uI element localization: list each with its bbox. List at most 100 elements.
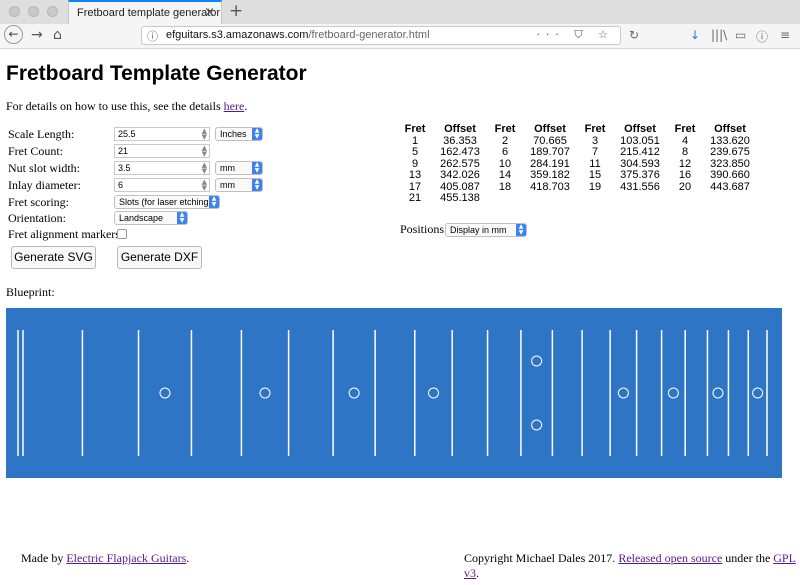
inlay-marker	[667, 387, 679, 399]
page-actions[interactable]: ··· ⛉ ☆	[536, 28, 614, 41]
fret-header: Fret	[494, 123, 516, 135]
close-icon[interactable]: ×	[204, 5, 215, 20]
home-button[interactable]: ⌂	[53, 27, 62, 43]
fret-header: Fret	[584, 123, 606, 135]
menu-icon[interactable]: ≡	[780, 28, 791, 42]
offset-cell: 239.675	[710, 146, 750, 158]
offset-cell: 443.687	[710, 180, 750, 193]
close-window-button[interactable]	[9, 6, 20, 17]
stepper-icon[interactable]: ▲ ▼	[201, 161, 207, 175]
back-button[interactable]: ←	[4, 25, 23, 44]
offset-cell: 323.850	[710, 157, 750, 170]
reload-icon[interactable]: ↻	[629, 28, 640, 42]
table-row: 17 405.087 18 418.703 19 431.556 20 443.687	[400, 180, 760, 194]
generate-svg-button[interactable]: Generate SVG	[11, 246, 96, 269]
offset-cell: 70.665	[533, 134, 567, 147]
window-controls	[9, 6, 58, 17]
fret-alignment-markers-checkbox[interactable]	[117, 229, 127, 239]
nut-unit-select[interactable]: mm ▲ ▼	[215, 161, 263, 175]
offset-cell: 304.593	[620, 157, 660, 170]
url-bar[interactable]: ⓘ efguitars.s3.amazonaws.com/fretboard-g…	[141, 26, 621, 45]
scale-length-input[interactable]: 25.5 ▲ ▼	[114, 127, 210, 141]
orientation-select[interactable]: Landscape ▲ ▼	[114, 211, 188, 225]
fret-cell	[490, 193, 520, 205]
table-row: 5 162.473 6 189.707 7 215.412 8 239.675	[400, 146, 760, 159]
chevron-down-icon: ▲ ▼	[177, 212, 187, 224]
zoom-window-button[interactable]	[47, 6, 58, 17]
inlay-unit-select[interactable]: mm ▲ ▼	[215, 178, 263, 192]
offset-cell: 36.353	[443, 134, 477, 147]
extension-icon[interactable]: ⓘ	[756, 30, 769, 44]
chevron-down-icon: ▲ ▼	[252, 162, 262, 174]
chevron-down-icon: ▲ ▼	[516, 224, 526, 236]
info-icon[interactable]: ⓘ	[147, 30, 158, 43]
offset-cell: 431.556	[620, 180, 660, 193]
download-icon[interactable]: ↓	[690, 28, 701, 42]
offset-cell: 418.703	[530, 180, 570, 193]
gpl-link[interactable]: GPL v3	[464, 551, 796, 580]
fret-count-input[interactable]: 21 ▲ ▼	[114, 144, 210, 158]
positions-select[interactable]: Display in mm ▲ ▼	[445, 223, 527, 237]
minimize-window-button[interactable]	[28, 6, 39, 17]
inlay-diameter-label: Inlay diameter:	[8, 178, 81, 192]
inlay-marker	[428, 387, 440, 399]
open-source-link[interactable]: Released open source	[618, 551, 723, 565]
fret-cell: 3	[591, 134, 599, 147]
table-row: 9 262.575 10 284.191 11 304.593 12 323.850	[400, 157, 760, 171]
table-row: 21 455.138	[400, 192, 760, 205]
fret-cell: 6	[501, 146, 509, 158]
page-title: Fretboard Template Generator	[6, 62, 307, 85]
footer-copyright: Copyright Michael Dales 2017. Released o…	[464, 551, 796, 580]
fret-scoring-label: Fret scoring:	[8, 195, 69, 209]
fret-cell: 12	[678, 157, 692, 170]
generate-dxf-button[interactable]: Generate DXF	[117, 246, 202, 269]
fret-header: Fret	[404, 123, 426, 135]
offset-cell: 405.087	[440, 180, 480, 193]
library-icon[interactable]: |||\	[711, 28, 728, 42]
sidebar-icon[interactable]: ▭	[735, 28, 747, 42]
fret-cell: 13	[408, 169, 422, 181]
fret-count-label: Fret Count:	[8, 144, 64, 158]
offset-cell	[520, 193, 580, 205]
tab-fretboard[interactable]: Fretboard template generator ×	[68, 0, 222, 25]
stepper-icon[interactable]: ▲ ▼	[201, 178, 207, 192]
positions-row: Positions:	[400, 222, 447, 237]
offset-cell: 390.660	[710, 169, 750, 181]
new-tab-button[interactable]: +	[229, 1, 244, 21]
inlay-marker	[348, 387, 360, 399]
fret-cell	[670, 193, 700, 205]
inlay-diameter-input[interactable]: 6 ▲ ▼	[114, 178, 210, 192]
offset-cell	[700, 193, 760, 205]
chevron-down-icon: ▲ ▼	[252, 179, 262, 191]
electric-flapjack-link[interactable]: Electric Flapjack Guitars	[66, 551, 187, 565]
intro-text: For details on how to use this, see the …	[6, 99, 248, 113]
offset-cell: 455.138	[440, 192, 480, 204]
fret-cell: 9	[411, 157, 419, 170]
offset-cell: 284.191	[530, 157, 570, 170]
fret-cell: 19	[588, 180, 602, 193]
inlay-marker	[752, 387, 764, 399]
offset-cell: 189.707	[530, 146, 570, 158]
offset-cell: 375.376	[620, 169, 660, 181]
offset-cell: 103.051	[620, 134, 660, 147]
nut-slot-width-input[interactable]: 3.5 ▲ ▼	[114, 161, 210, 175]
url-text[interactable]: efguitars.s3.amazonaws.com/fretboard-gen…	[166, 29, 430, 41]
forward-button[interactable]: →	[31, 27, 43, 43]
offset-cell: 162.473	[440, 146, 480, 158]
stepper-icon[interactable]: ▲ ▼	[201, 144, 207, 158]
tab-title: Fretboard template generator	[77, 7, 221, 19]
fret-cell: 2	[501, 134, 509, 147]
details-link[interactable]: here	[223, 99, 245, 113]
offset-cell	[610, 193, 670, 205]
fret-cell: 20	[678, 180, 692, 193]
fret-scoring-select[interactable]: Slots (for laser etching) ▲ ▼	[114, 195, 220, 209]
scale-unit-select[interactable]: Inches ▲ ▼	[215, 127, 263, 141]
blueprint-drawing	[17, 330, 768, 456]
fret-header: Fret	[674, 123, 696, 135]
fret-cell: 14	[498, 169, 512, 181]
fret-cell: 21	[408, 192, 422, 204]
offset-header: Offset	[534, 123, 566, 135]
positions-label: Positions:	[400, 222, 448, 236]
fret-cell: 15	[588, 169, 602, 181]
stepper-icon[interactable]: ▲ ▼	[201, 127, 207, 141]
